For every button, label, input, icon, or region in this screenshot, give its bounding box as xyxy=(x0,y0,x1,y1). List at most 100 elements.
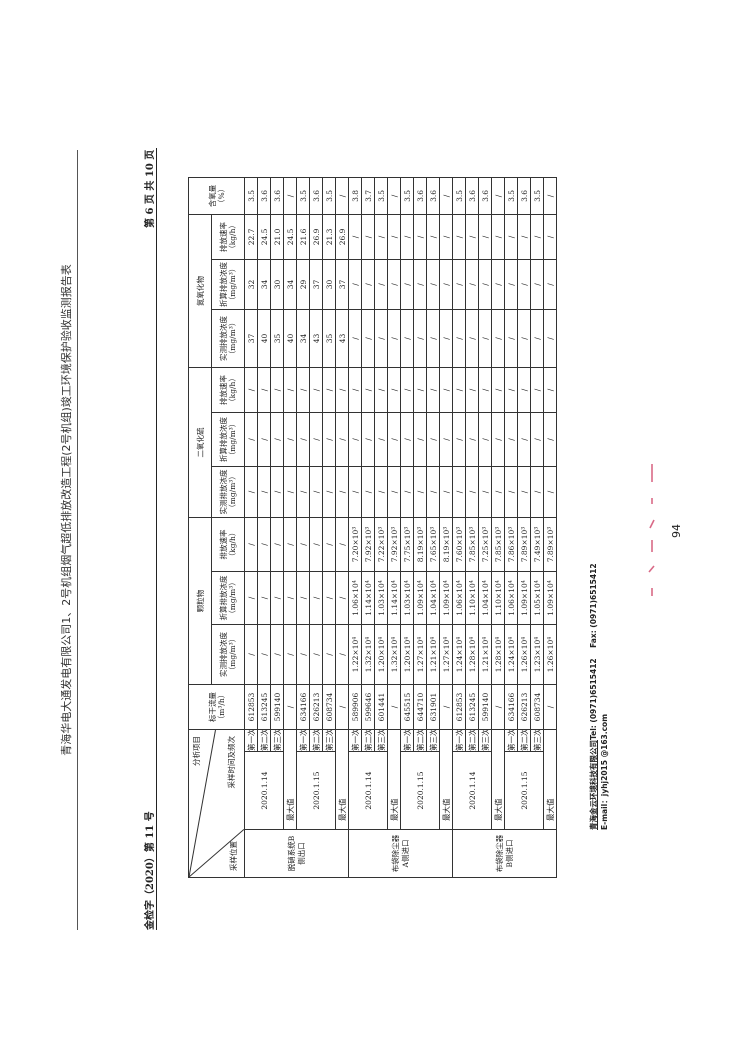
data-cell: 7.92×10³ xyxy=(361,517,375,572)
max-value-label: 最大值 xyxy=(439,729,453,830)
data-cell: / xyxy=(504,412,518,467)
data-cell: / xyxy=(283,684,297,730)
data-cell: / xyxy=(296,624,310,685)
data-cell: / xyxy=(491,466,505,518)
data-cell: 3.5 xyxy=(296,177,310,215)
data-cell: / xyxy=(478,214,492,260)
data-cell: / xyxy=(504,214,518,260)
sub-header: 实测排放浓度（mg/m³） xyxy=(211,309,245,368)
data-cell: 599140 xyxy=(478,684,492,730)
oxygen-header: 含氧量（%） xyxy=(188,177,245,215)
sampling-frequency: 第三次 xyxy=(478,729,492,752)
data-cell: 35 xyxy=(322,309,336,368)
data-cell: / xyxy=(413,412,427,467)
data-cell: / xyxy=(244,412,258,467)
data-cell: 1.27×10⁴ xyxy=(413,624,427,685)
data-cell: / xyxy=(439,214,453,260)
data-cell: / xyxy=(426,466,440,518)
data-cell: 35 xyxy=(270,309,284,368)
data-cell: 1.20×10⁴ xyxy=(374,624,388,685)
data-cell: / xyxy=(439,412,453,467)
sampling-date: 2020.1.14 xyxy=(348,751,388,830)
data-cell: / xyxy=(478,412,492,467)
data-cell: 8.19×10³ xyxy=(439,517,453,572)
max-row: 最大值/1.28×10⁴ 1.10×10⁴ 7.85×10³ / / / / / / / xyxy=(491,177,505,877)
data-cell: 1.26×10⁴ xyxy=(517,624,531,685)
sampling-frequency: 第三次 xyxy=(270,729,284,752)
data-cell: 1.10×10⁴ xyxy=(491,571,505,625)
data-cell: / xyxy=(374,367,388,413)
header-divider xyxy=(77,150,78,930)
data-cell: / xyxy=(517,367,531,413)
data-cell: 26.9 xyxy=(309,214,323,260)
data-cell: 1.24×10⁴ xyxy=(504,624,518,685)
data-cell: / xyxy=(348,412,362,467)
data-cell: / xyxy=(426,412,440,467)
data-cell: / xyxy=(452,309,466,368)
sampling-frequency: 第二次 xyxy=(465,729,479,752)
data-cell: / xyxy=(400,309,414,368)
data-cell: 7.89×10³ xyxy=(517,517,531,572)
sampling-location: 布袋除尘器B侧进口 xyxy=(452,829,557,878)
data-cell: 7.22×10³ xyxy=(374,517,388,572)
data-cell: 3.5 xyxy=(322,177,336,215)
data-cell: / xyxy=(452,214,466,260)
data-cell: 40 xyxy=(283,309,297,368)
sampling-frequency: 第一次 xyxy=(452,729,466,752)
data-cell: 3.6 xyxy=(478,177,492,215)
sampling-date: 2020.1.14 xyxy=(452,751,492,830)
data-cell: / xyxy=(361,259,375,310)
data-cell: / xyxy=(465,412,479,467)
data-cell: 1.26×10⁴ xyxy=(543,624,557,685)
data-cell: 1.24×10⁴ xyxy=(452,624,466,685)
data-cell: 34 xyxy=(283,259,297,310)
data-cell: / xyxy=(413,466,427,518)
data-cell: / xyxy=(439,309,453,368)
footer-tel: Tel: (0971)6515412 xyxy=(589,658,598,740)
data-cell: 30 xyxy=(270,259,284,310)
data-cell: / xyxy=(322,367,336,413)
sampling-date: 2020.1.14 xyxy=(244,751,284,830)
group-header-so2: 二氧化硫 xyxy=(188,367,212,518)
data-cell: 599646 xyxy=(361,684,375,730)
data-cell: / xyxy=(257,412,271,467)
data-cell: / xyxy=(387,412,401,467)
data-cell: / xyxy=(244,466,258,518)
data-cell: 7.85×10³ xyxy=(491,517,505,572)
data-cell: / xyxy=(296,412,310,467)
sampling-frequency: 第一次 xyxy=(400,729,414,752)
data-cell: / xyxy=(309,624,323,685)
data-cell: / xyxy=(491,259,505,310)
data-cell: / xyxy=(491,177,505,215)
data-cell: 3.5 xyxy=(504,177,518,215)
data-cell: / xyxy=(491,684,505,730)
sampling-date: 2020.1.15 xyxy=(504,751,544,830)
data-cell: / xyxy=(283,367,297,413)
sub-header: 排放速率（kg/h） xyxy=(211,517,245,572)
sampling-date: 2020.1.15 xyxy=(400,751,440,830)
data-cell: 24.5 xyxy=(257,214,271,260)
data-cell: 601441 xyxy=(374,684,388,730)
data-cell: / xyxy=(270,517,284,572)
data-cell: 1.32×10⁴ xyxy=(361,624,375,685)
data-cell: / xyxy=(283,466,297,518)
data-cell: 1.14×10⁴ xyxy=(387,571,401,625)
group-header-pm: 颗粒物 xyxy=(188,517,212,685)
table-row: 2020.1.15 第一次 634166// / / //34 29 21.6 3.5 xyxy=(296,177,336,877)
sub-header: 折算排放浓度（mg/m³） xyxy=(211,571,245,625)
data-cell: / xyxy=(257,517,271,572)
data-cell: 7.89×10³ xyxy=(543,517,557,572)
data-cell: 1.04×10⁴ xyxy=(426,571,440,625)
data-cell: 1.28×10⁴ xyxy=(465,624,479,685)
max-row: 最大值/1.27×10⁴ 1.09×10⁴ 8.19×10³ / / / / / / / xyxy=(439,177,453,877)
sampling-time-label: 采样时间及频次 xyxy=(227,735,236,789)
sampling-frequency: 第三次 xyxy=(426,729,440,752)
data-cell: 7.65×10³ xyxy=(426,517,440,572)
data-cell: 37 xyxy=(244,309,258,368)
document-number: 金检字（2020）第 11 号 xyxy=(145,811,156,930)
data-cell: / xyxy=(322,517,336,572)
data-cell: / xyxy=(465,309,479,368)
footer-company: 青海金云环境科技有限公司 xyxy=(589,740,598,830)
data-cell: / xyxy=(374,412,388,467)
data-cell: 3.5 xyxy=(400,177,414,215)
